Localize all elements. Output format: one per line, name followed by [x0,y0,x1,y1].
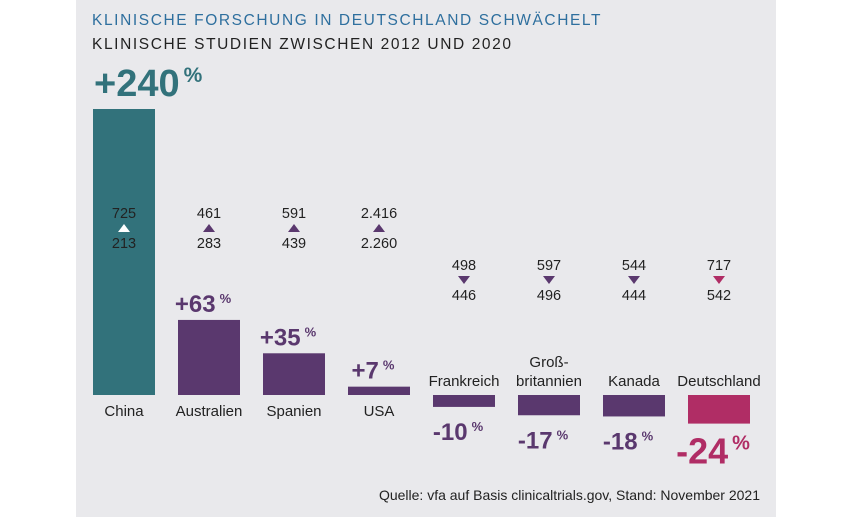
bar-2 [263,353,325,395]
percent-sign-2: % [305,324,317,339]
studies-2020-4: 498 [452,258,476,274]
percent-label-5: -17% [518,427,569,454]
percent-label-2: +35% [260,324,317,351]
category-label-7: Deutschland [677,373,760,390]
studies-2020-6: 544 [622,258,646,274]
category-label-1: Australien [176,403,243,420]
bar-4 [433,395,495,407]
studies-2020-0: 725 [112,206,136,222]
category-label-2: Spanien [266,403,321,420]
category-label-3: USA [364,403,395,420]
percent-label-1: +63% [175,291,232,318]
down-arrow-icon-5 [543,276,555,284]
percent-sign-5: % [557,427,569,442]
up-arrow-icon-0 [118,224,130,232]
category-label-5-1: britannien [516,373,582,390]
studies-2020-3: 2.416 [361,206,397,222]
studies-2020-5: 597 [537,258,561,274]
studies-2020-7: 717 [707,258,731,274]
studies-2012-1: 283 [197,236,221,252]
studies-2020-2: 591 [282,206,306,222]
percent-label-0: +240% [94,63,203,105]
bar-5 [518,395,580,416]
percent-label-6: -18% [603,428,654,455]
category-label-6: Kanada [608,373,660,390]
percent-sign-1: % [220,291,232,306]
bar-3 [348,386,410,395]
bar-1 [178,319,240,395]
percent-sign-6: % [642,428,654,443]
percent-label-3: +7% [352,358,395,385]
category-label-0: China [104,403,144,420]
studies-2020-1: 461 [197,206,221,222]
chart-panel [76,0,776,517]
chart-subtitle: KLINISCHE STUDIEN ZWISCHEN 2012 UND 2020 [92,36,513,53]
up-arrow-icon-2 [288,224,300,232]
studies-2012-7: 542 [707,288,731,304]
percent-sign-7: % [732,433,750,455]
chart-title: KLINISCHE FORSCHUNG IN DEUTSCHLAND SCHWÄ… [92,12,603,29]
down-arrow-icon-6 [628,276,640,284]
studies-2012-0: 213 [112,236,136,252]
category-label-4: Frankreich [429,373,500,390]
category-label-5-0: Groß- [529,354,568,371]
up-arrow-icon-3 [373,224,385,232]
down-arrow-icon-4 [458,276,470,284]
bar-7 [688,395,750,424]
percent-label-7: -24% [676,431,750,472]
studies-2012-4: 446 [452,288,476,304]
percent-label-4: -10% [433,419,484,446]
studies-2012-6: 444 [622,288,646,304]
studies-2012-3: 2.260 [361,236,397,252]
down-arrow-icon-7 [713,276,725,284]
studies-2012-5: 496 [537,288,561,304]
percent-sign-4: % [472,419,484,434]
percent-sign-3: % [383,358,395,373]
bar-0 [93,109,155,395]
source-note: Quelle: vfa auf Basis clinicaltrials.gov… [378,487,760,503]
up-arrow-icon-1 [203,224,215,232]
percent-sign-0: % [184,64,203,87]
studies-2012-2: 439 [282,236,306,252]
bar-6 [603,395,665,417]
